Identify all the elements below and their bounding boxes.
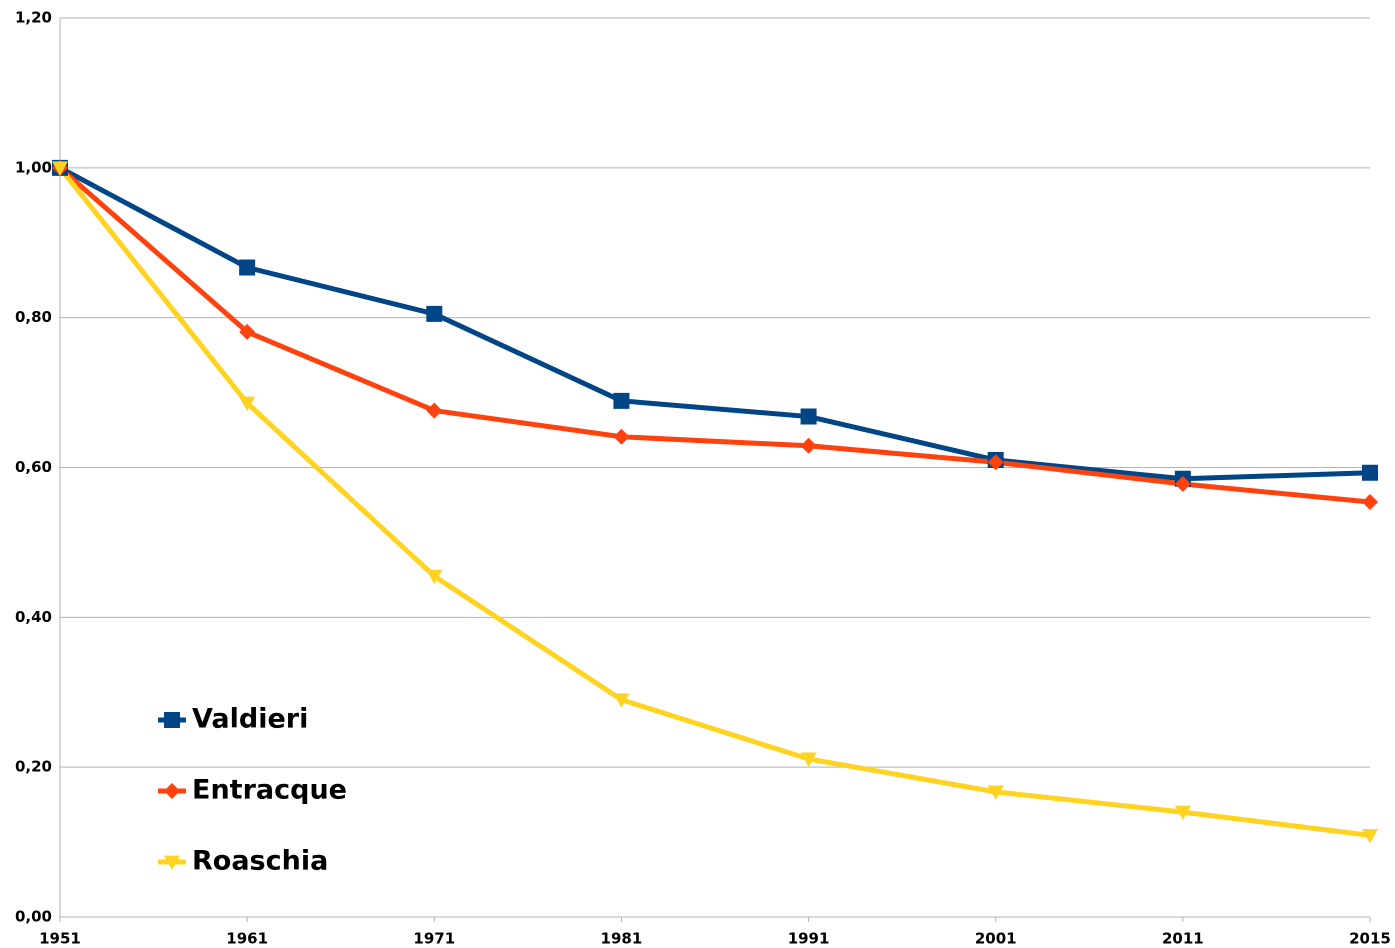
x-tick-label: 1971 [413, 930, 455, 948]
y-tick-label: 1,20 [15, 9, 52, 27]
data-point [239, 396, 256, 412]
x-tick-label: 2015 [1349, 930, 1391, 948]
data-point [426, 305, 443, 322]
legend-marker [164, 855, 180, 870]
data-point [426, 569, 443, 585]
legend-marker [164, 783, 180, 799]
x-tick-label: 2011 [1162, 930, 1204, 948]
data-point [613, 392, 630, 409]
data-point [1362, 464, 1378, 481]
data-point [1362, 493, 1378, 510]
data-point [1174, 475, 1191, 492]
legend-label: Entracque [192, 775, 347, 806]
data-point [426, 402, 443, 419]
data-point [239, 323, 256, 340]
data-point [800, 752, 817, 767]
data-point [800, 408, 817, 425]
y-tick-label: 0,80 [15, 308, 52, 326]
data-point [987, 785, 1004, 800]
x-tick-label: 1991 [788, 930, 830, 948]
x-tick-label: 2001 [975, 930, 1017, 948]
y-tick-label: 1,00 [15, 158, 52, 176]
series-line [58, 165, 1371, 505]
y-tick-label: 0,20 [15, 758, 52, 776]
data-point [800, 437, 817, 454]
legend-marker [164, 712, 180, 728]
x-tick-label: 1951 [39, 930, 81, 948]
data-point [1362, 828, 1378, 844]
data-point [1174, 805, 1191, 821]
y-tick-label: 0,00 [15, 908, 52, 926]
legend-label: Roaschia [192, 846, 328, 877]
y-tick-label: 0,40 [15, 608, 52, 626]
data-point [613, 428, 630, 445]
legend-label: Valdieri [192, 704, 308, 735]
data-point [239, 259, 256, 276]
data-point [987, 454, 1004, 471]
x-tick-label: 1981 [601, 930, 643, 948]
data-point [613, 693, 630, 708]
x-tick-label: 1961 [226, 930, 268, 948]
y-tick-label: 0,60 [15, 458, 52, 476]
series-line [58, 165, 1371, 482]
data-point [52, 161, 68, 176]
series-line [58, 166, 1371, 838]
